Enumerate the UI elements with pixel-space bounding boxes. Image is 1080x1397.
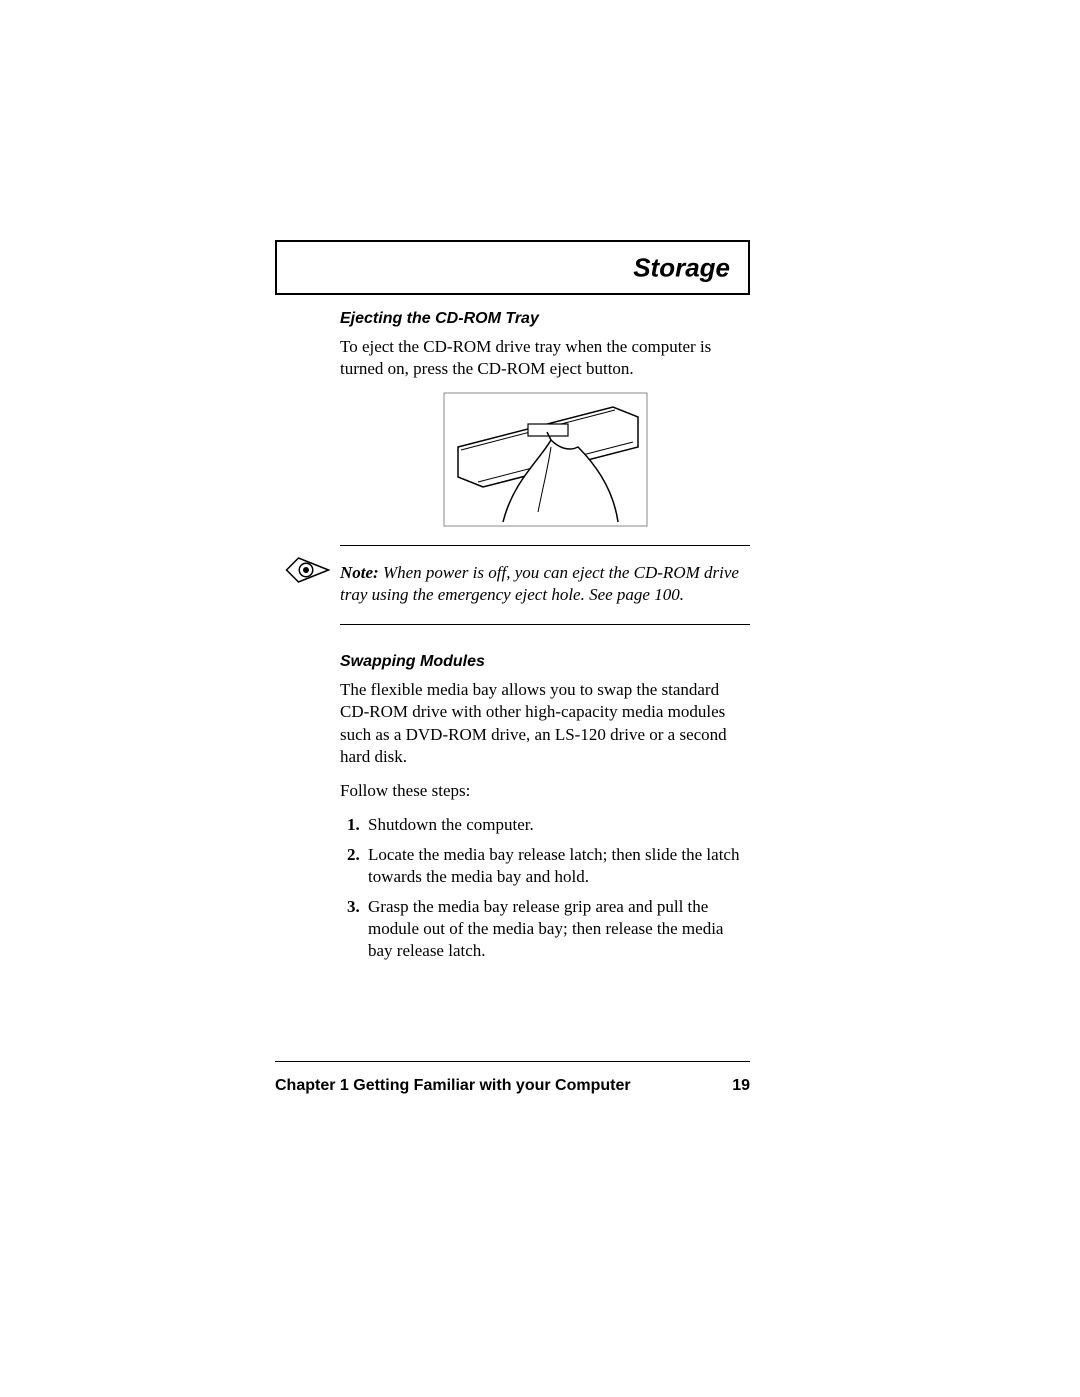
subheading-eject: Ejecting the CD-ROM Tray	[340, 310, 750, 328]
step-item: Shutdown the computer.	[364, 814, 750, 836]
footer-rule	[275, 1061, 750, 1062]
page-content: Ejecting the CD-ROM Tray To eject the CD…	[340, 310, 750, 970]
steps-lead: Follow these steps:	[340, 780, 750, 802]
paragraph-swap: The flexible media bay allows you to swa…	[340, 679, 750, 767]
paragraph-eject: To eject the CD-ROM drive tray when the …	[340, 336, 750, 380]
manual-page: Storage Ejecting the CD-ROM Tray To ejec…	[0, 0, 1080, 1397]
footer-page-number: 19	[732, 1077, 750, 1095]
footer-chapter: Chapter 1 Getting Familiar with your Com…	[275, 1077, 631, 1095]
page-footer: Chapter 1 Getting Familiar with your Com…	[275, 1077, 750, 1095]
section-title-box: Storage	[275, 240, 750, 295]
eye-icon	[285, 555, 330, 585]
note-label: Note:	[340, 563, 379, 582]
note-block: Note: When power is off, you can eject t…	[340, 545, 750, 625]
section-title: Storage	[633, 252, 730, 283]
subheading-swap: Swapping Modules	[340, 653, 750, 671]
note-text: When power is off, you can eject the CD-…	[340, 563, 739, 604]
cd-rom-eject-illustration	[443, 392, 648, 527]
steps-list: Shutdown the computer. Locate the media …	[340, 814, 750, 963]
step-item: Locate the media bay release latch; then…	[364, 844, 750, 888]
step-item: Grasp the media bay release grip area an…	[364, 896, 750, 962]
